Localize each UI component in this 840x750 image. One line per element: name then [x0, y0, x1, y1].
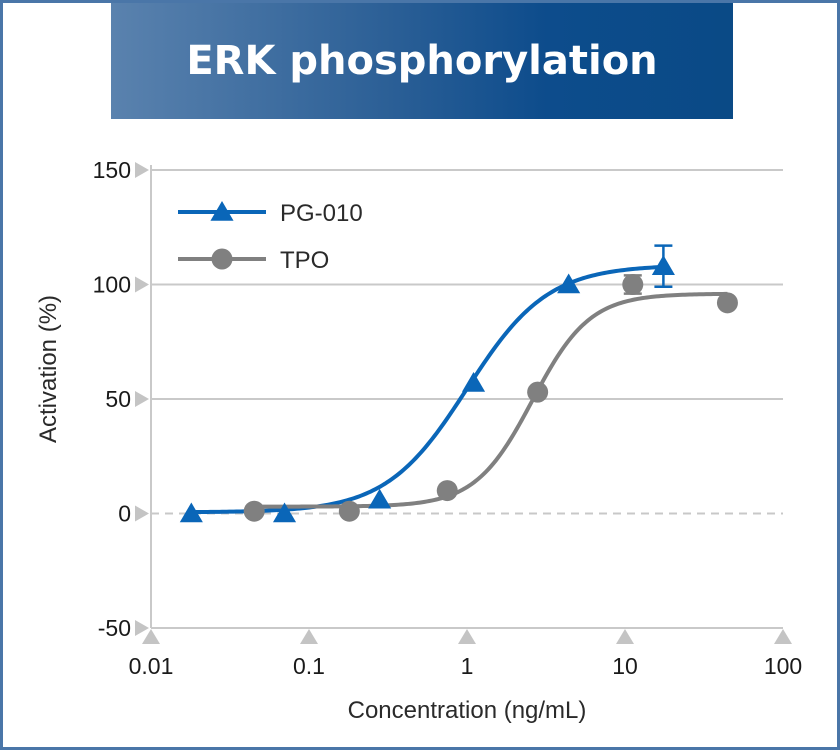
x-tick-marker-100 [774, 629, 792, 644]
chart-title: ERK phosphorylation [186, 38, 658, 84]
legend-marker-tpo [211, 248, 233, 270]
grid-lines [151, 169, 783, 515]
y-tick-label-100: 100 [93, 272, 131, 298]
x-tick-marker-0.01 [142, 629, 160, 644]
x-tick-label-0.01: 0.01 [129, 653, 174, 679]
fit-curves [191, 264, 728, 515]
y-tick-label-50: 50 [105, 386, 131, 412]
data-points [179, 244, 738, 523]
y-tick-label-150: 150 [93, 157, 131, 183]
fit-curve-pg-010 [191, 264, 664, 515]
y-tick-marker-50 [135, 391, 149, 407]
y-tick-marker-100 [135, 276, 149, 293]
data-point-tpo [527, 381, 549, 403]
data-point-tpo [338, 500, 360, 522]
x-tick-label-0.1: 0.1 [293, 653, 325, 679]
legend: PG-010 TPO [178, 200, 363, 274]
x-tick-marker-0.1 [300, 629, 318, 644]
x-tick-marker-10 [616, 629, 634, 644]
y-tick-marker-150 [135, 162, 149, 178]
x-axis-title: Concentration (ng/mL) [348, 697, 587, 724]
data-point-pg-010 [557, 273, 581, 294]
data-point-pg-010 [461, 371, 486, 392]
x-tick-label-1: 1 [461, 653, 474, 679]
legend-label-tpo: TPO [280, 247, 329, 274]
y-tick-label--50: -50 [98, 615, 131, 641]
y-tick-marker--50 [135, 620, 149, 636]
data-point-tpo [243, 500, 265, 522]
y-axis-title: Activation (%) [35, 295, 62, 443]
title-banner: ERK phosphorylation [111, 3, 733, 119]
x-tick-marker-1 [458, 629, 476, 644]
data-point-tpo [436, 480, 458, 502]
data-point-pg-010 [368, 488, 392, 509]
y-tick-marker-0 [135, 505, 149, 522]
y-tick-label-0: 0 [118, 501, 131, 527]
data-point-pg-010 [272, 502, 297, 523]
fit-curve-tpo [254, 291, 728, 509]
axes: -50 0 50 100 150 0.01 0.1 1 10 100 [93, 157, 803, 679]
data-point-pg-010 [651, 255, 675, 275]
data-point-tpo [716, 292, 738, 314]
x-tick-label-10: 10 [612, 653, 638, 679]
legend-marker-pg-010 [210, 201, 234, 221]
legend-label-pg-010: PG-010 [280, 200, 363, 227]
data-point-pg-010 [179, 502, 203, 523]
x-tick-label-100: 100 [764, 653, 802, 679]
data-point-tpo [622, 274, 644, 295]
